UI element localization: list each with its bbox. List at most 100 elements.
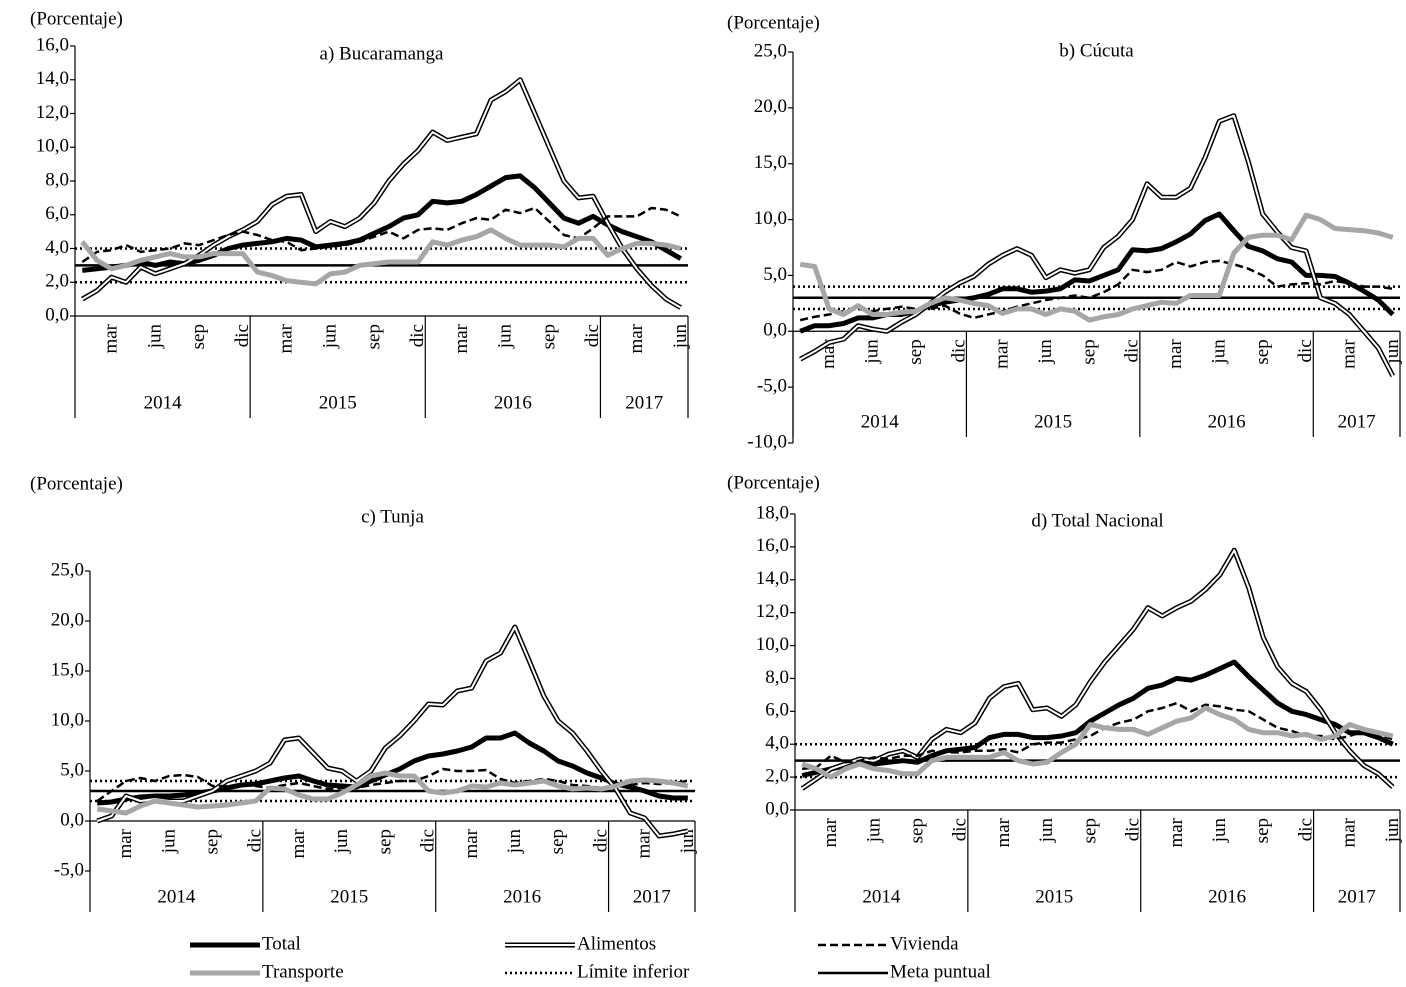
y-tick-label: 4,0 (45, 237, 69, 258)
x-tick-label: sep (907, 818, 928, 843)
x-tick-label: jun (331, 829, 352, 855)
unit-label: (Porcentaje) (30, 473, 123, 494)
year-label: 2014 (157, 886, 196, 907)
series-line (799, 259, 1393, 322)
x-tick-label: dic (582, 324, 603, 347)
x-tick-label: dic (232, 324, 253, 347)
series-line (96, 770, 689, 816)
chart-title: a) Bucaramanga (320, 43, 445, 64)
y-tick-label: 8,0 (765, 667, 789, 688)
y-tick-label: -5,0 (54, 859, 84, 880)
x-tick-label: mar (820, 817, 841, 847)
y-tick-label: 10,0 (756, 634, 789, 655)
series-line (801, 659, 1394, 778)
y-tick-label: 4,0 (765, 733, 789, 754)
unit-label: (Porcentaje) (30, 8, 123, 29)
chart-title: b) Cúcuta (1059, 40, 1134, 61)
y-tick-label: 15,0 (51, 659, 84, 680)
legend-label: Meta puntual (890, 961, 991, 982)
y-tick-label: 6,0 (765, 700, 789, 721)
x-tick-label: mar (1338, 339, 1359, 369)
legend-label: Alimentos (577, 933, 656, 954)
y-tick-label: -5,0 (757, 376, 787, 397)
y-tick-label: 5,0 (763, 264, 787, 285)
y-tick-label: 10,0 (36, 136, 69, 157)
y-tick-label: 6,0 (45, 203, 69, 224)
x-tick-label: jun (1036, 818, 1057, 844)
y-tick-label: 0,0 (765, 798, 789, 819)
series-line-core (801, 549, 1394, 790)
year-label: 2015 (1035, 886, 1073, 907)
x-tick-label: sep (1252, 818, 1273, 843)
y-tick-label: -10,0 (747, 431, 787, 452)
x-tick-label: sep (547, 829, 568, 854)
x-tick-label: mar (101, 323, 122, 353)
y-tick-label: 2,0 (45, 271, 69, 292)
x-tick-label: sep (188, 324, 209, 349)
x-tick-label: mar (288, 828, 309, 858)
x-tick-label: jun (1208, 339, 1229, 365)
y-tick-label: 0,0 (60, 809, 84, 830)
year-label: 2016 (1208, 411, 1246, 432)
y-tick-label: 10,0 (51, 709, 84, 730)
legend-label: Límite inferior (577, 961, 690, 982)
x-tick-label: sep (1252, 339, 1273, 364)
x-tick-label: mar (115, 828, 136, 858)
year-label: 2016 (503, 886, 541, 907)
year-label: 2016 (1208, 886, 1246, 907)
x-tick-label: jun (320, 324, 341, 350)
y-tick-label: 8,0 (45, 169, 69, 190)
series-line (801, 705, 1394, 780)
x-tick-label: dic (590, 829, 611, 852)
y-tick-label: 5,0 (60, 759, 84, 780)
x-tick-label: jun (862, 339, 883, 365)
x-tick-label: mar (626, 323, 647, 353)
year-label: 2015 (319, 392, 357, 413)
series-line-core (81, 78, 682, 309)
x-tick-label: dic (950, 818, 971, 841)
x-tick-label: jun (1035, 339, 1056, 365)
year-label: 2017 (625, 392, 663, 413)
y-tick-label: 20,0 (51, 609, 84, 630)
x-tick-label: dic (1295, 339, 1316, 362)
y-tick-label: 14,0 (36, 68, 69, 89)
x-tick-label: jun (144, 324, 165, 350)
y-tick-label: 16,0 (756, 535, 789, 556)
x-tick-label: dic (407, 324, 428, 347)
x-tick-label: dic (1122, 339, 1143, 362)
year-label: 2017 (633, 886, 671, 907)
x-tick-label: dic (418, 829, 439, 852)
y-tick-label: 14,0 (756, 568, 789, 589)
x-tick-label: mar (461, 828, 482, 858)
year-label: 2014 (862, 886, 901, 907)
x-tick-label: sep (538, 324, 559, 349)
year-label: 2014 (144, 392, 183, 413)
y-tick-label: 12,0 (36, 102, 69, 123)
x-tick-label: dic (245, 829, 266, 852)
chart-title: c) Tunja (361, 506, 424, 527)
series-line (80, 227, 682, 287)
y-tick-label: 25,0 (51, 559, 84, 580)
y-tick-label: 10,0 (754, 208, 787, 229)
x-tick-label: jun (1382, 339, 1403, 365)
y-tick-label: 16,0 (36, 34, 69, 55)
x-tick-label: jun (863, 818, 884, 844)
series-line (799, 212, 1394, 323)
x-tick-label: jun (158, 829, 179, 855)
chart-title: d) Total Nacional (1031, 510, 1163, 531)
x-tick-label: mar (1165, 339, 1186, 369)
x-tick-label: dic (1295, 818, 1316, 841)
x-tick-label: mar (276, 323, 297, 353)
x-tick-label: mar (1339, 817, 1360, 847)
unit-label: (Porcentaje) (727, 12, 820, 33)
series-line (799, 113, 1396, 378)
x-tick-label: sep (905, 339, 926, 364)
y-tick-label: 18,0 (756, 502, 789, 523)
x-tick-label: mar (451, 323, 472, 353)
x-tick-label: jun (504, 829, 525, 855)
x-tick-label: mar (1166, 817, 1187, 847)
x-tick-label: mar (634, 828, 655, 858)
x-tick-label: sep (363, 324, 384, 349)
x-tick-label: dic (1123, 818, 1144, 841)
